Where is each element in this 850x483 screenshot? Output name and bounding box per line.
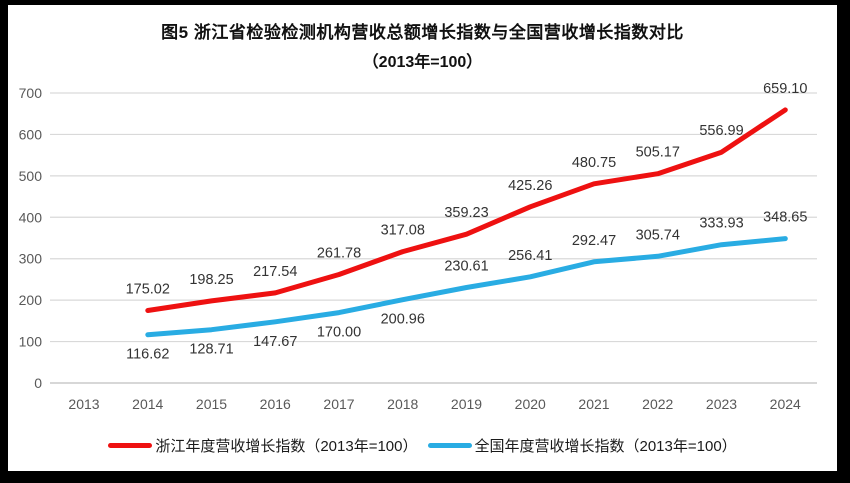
legend-item-zhejiang: 浙江年度营收增长指数（2013年=100） bbox=[108, 435, 418, 456]
x-axis-tick-label: 2014 bbox=[132, 396, 163, 412]
x-axis-tick-label: 2016 bbox=[260, 396, 291, 412]
chart-plot-area: 0 100 200 300 400 500 600 700 2013 2014 2015 2016 20… bbox=[19, 81, 817, 412]
data-label: 217.54 bbox=[253, 264, 297, 280]
y-axis-tick-label: 0 bbox=[34, 375, 42, 391]
data-label: 261.78 bbox=[317, 246, 361, 262]
y-axis-tick-label: 500 bbox=[19, 168, 43, 184]
data-label: 116.62 bbox=[126, 347, 169, 363]
data-label: 170.00 bbox=[317, 325, 361, 341]
data-label: 128.71 bbox=[189, 342, 233, 358]
data-label: 425.26 bbox=[508, 178, 552, 194]
legend-label-national: 全国年度营收增长指数（2013年=100） bbox=[474, 438, 737, 455]
legend-item-national: 全国年度营收增长指数（2013年=100） bbox=[427, 435, 737, 456]
x-axis-tick-label: 2023 bbox=[706, 396, 737, 412]
data-label: 200.96 bbox=[381, 312, 425, 328]
y-axis-tick-label: 700 bbox=[19, 85, 43, 101]
x-axis-tick-label: 2015 bbox=[196, 396, 227, 412]
y-axis-tick-label: 600 bbox=[19, 126, 43, 142]
data-label: 175.02 bbox=[126, 281, 170, 297]
data-label: 230.61 bbox=[444, 258, 488, 274]
x-axis-tick-label: 2018 bbox=[387, 396, 418, 412]
x-axis-tick-label: 2020 bbox=[515, 396, 546, 412]
series-line-0 bbox=[145, 107, 788, 313]
y-axis-tick-label: 400 bbox=[19, 209, 43, 225]
x-axis-tick-label: 2021 bbox=[578, 396, 609, 412]
y-axis-tick-label: 100 bbox=[19, 334, 43, 350]
legend-label-zhejiang: 浙江年度营收增长指数（2013年=100） bbox=[155, 438, 418, 455]
chart-subtitle: （2013年=100） bbox=[362, 54, 483, 71]
x-axis-tick-label: 2022 bbox=[642, 396, 673, 412]
data-label: 659.10 bbox=[763, 81, 807, 97]
data-label: 305.74 bbox=[636, 227, 680, 243]
data-label: 256.41 bbox=[508, 248, 552, 264]
data-label: 556.99 bbox=[699, 123, 743, 139]
legend-line-swatch-national-icon bbox=[427, 443, 472, 448]
data-label: 480.75 bbox=[572, 155, 616, 171]
chart-legend: 浙江年度营收增长指数（2013年=100） 全国年度营收增长指数（2013年=1… bbox=[8, 435, 837, 456]
data-label: 147.67 bbox=[253, 334, 297, 350]
data-label: 505.17 bbox=[636, 145, 680, 161]
data-label: 348.65 bbox=[763, 210, 807, 226]
x-axis-tick-label: 2013 bbox=[68, 396, 99, 412]
data-label: 292.47 bbox=[572, 233, 616, 249]
x-axis-tick-label: 2017 bbox=[323, 396, 354, 412]
x-axis-tick-label: 2024 bbox=[770, 396, 801, 412]
x-axis-tick-label: 2019 bbox=[451, 396, 482, 412]
y-axis-tick-label: 300 bbox=[19, 251, 43, 267]
data-label: 333.93 bbox=[699, 216, 743, 232]
chart-frame: 0 100 200 300 400 500 600 700 2013 2014 2015 2016 20… bbox=[8, 5, 837, 471]
chart-title-block: 图5 浙江省检验检测机构营收总额增长指数与全国营收增长指数对比 （2013年=1… bbox=[8, 18, 837, 72]
legend-line-swatch-zhejiang-icon bbox=[108, 443, 153, 448]
data-label: 359.23 bbox=[444, 205, 488, 221]
y-axis-tick-label: 200 bbox=[19, 292, 43, 308]
chart-title: 图5 浙江省检验检测机构营收总额增长指数与全国营收增长指数对比 bbox=[161, 23, 684, 42]
data-label: 198.25 bbox=[189, 272, 233, 288]
series-line-1 bbox=[145, 236, 788, 338]
data-label: 317.08 bbox=[381, 223, 425, 239]
